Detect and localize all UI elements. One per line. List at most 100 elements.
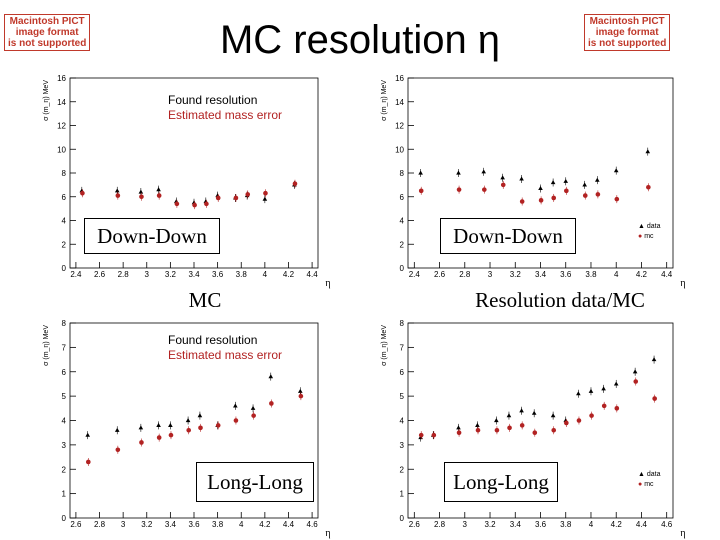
x-tick-label: 4 — [239, 520, 244, 529]
legend-entry-estimated: Estimated mass error — [168, 348, 283, 362]
data-point — [138, 189, 144, 194]
data-point — [80, 190, 85, 196]
data-point — [494, 427, 500, 433]
y-tick-label: 4 — [62, 417, 67, 426]
data-point — [251, 413, 256, 418]
x-tick-label: 3.2 — [165, 270, 177, 279]
data-point — [594, 177, 600, 182]
x-axis-label: η — [325, 528, 330, 539]
data-point — [456, 187, 462, 192]
data-point — [262, 196, 268, 201]
data-point — [500, 175, 505, 180]
data-point — [519, 423, 525, 428]
x-tick-label: 2.8 — [118, 270, 130, 279]
legend-entry-mc: ● mc — [638, 481, 654, 488]
slide-title: MC resolution η — [219, 18, 501, 62]
x-tick-label: 3 — [488, 270, 493, 279]
data-point — [551, 427, 557, 433]
x-tick-label: 2.8 — [94, 520, 106, 529]
data-point — [500, 182, 506, 188]
data-point — [475, 422, 480, 427]
y-tick-label: 8 — [62, 319, 67, 328]
x-tick-label: 3.2 — [484, 520, 496, 529]
data-point — [418, 170, 423, 175]
data-point — [550, 413, 556, 418]
x-tick-label: 2.4 — [409, 270, 421, 279]
x-tick-label: 4.4 — [307, 270, 319, 279]
data-point — [632, 369, 638, 374]
x-tick-label: 3 — [121, 520, 126, 529]
data-point — [564, 420, 569, 426]
data-point — [652, 396, 657, 401]
y-tick-label: 2 — [62, 240, 67, 249]
y-tick-label: 12 — [395, 122, 404, 131]
legend-entry-estimated: Estimated mass error — [168, 108, 283, 122]
y-tick-label: 3 — [400, 441, 405, 450]
data-point — [156, 422, 161, 427]
data-point — [576, 391, 581, 396]
data-point — [297, 388, 303, 393]
x-tick-label: 3.2 — [510, 270, 522, 279]
data-point — [601, 386, 606, 391]
pict-right-line: is not supported — [588, 38, 667, 49]
data-point — [614, 406, 620, 411]
data-point — [582, 193, 588, 198]
y-tick-label: 14 — [395, 98, 404, 107]
y-tick-label: 5 — [400, 392, 405, 401]
x-tick-label: 4 — [263, 270, 268, 279]
y-tick-label: 0 — [62, 264, 67, 273]
x-tick-label: 2.6 — [409, 520, 421, 529]
y-tick-label: 7 — [62, 343, 67, 352]
data-point — [519, 176, 524, 181]
y-axis-label: σ (m_η) MeV — [43, 80, 50, 121]
pict-placeholder-right: Macintosh PICT image format is not suppo… — [584, 14, 671, 51]
data-point — [550, 180, 556, 185]
data-point — [613, 168, 619, 173]
data-point — [507, 425, 512, 431]
y-tick-label: 10 — [57, 145, 66, 154]
legend-panel-4: ▲ data ● mc — [638, 470, 661, 490]
y-tick-label: 16 — [395, 74, 404, 83]
data-point — [564, 188, 569, 194]
data-point — [114, 188, 120, 193]
data-point — [633, 379, 639, 384]
pict-left-line: is not supported — [8, 38, 87, 49]
x-tick-label: 3.8 — [560, 520, 572, 529]
y-tick-label: 6 — [400, 368, 405, 377]
data-point — [482, 187, 487, 192]
x-tick-label: 4.2 — [611, 520, 623, 529]
pict-left-line: Macintosh PICT — [9, 16, 85, 27]
x-tick-label: 2.8 — [434, 520, 446, 529]
data-point — [268, 374, 274, 379]
data-point — [481, 169, 487, 174]
x-tick-label: 3.6 — [560, 270, 572, 279]
data-point — [589, 413, 594, 418]
x-tick-label: 4 — [589, 520, 594, 529]
x-tick-label: 2.6 — [94, 270, 106, 279]
data-point — [531, 410, 537, 415]
data-point — [519, 408, 524, 413]
y-tick-label: 1 — [400, 490, 405, 499]
y-tick-label: 0 — [400, 514, 405, 523]
x-tick-label: 3.8 — [212, 520, 224, 529]
data-point — [156, 187, 161, 192]
y-tick-label: 2 — [400, 465, 405, 474]
y-tick-label: 12 — [57, 122, 66, 131]
data-point — [418, 188, 424, 194]
x-tick-label: 4.6 — [661, 520, 673, 529]
y-tick-label: 4 — [400, 417, 405, 426]
pict-left-line: image format — [15, 27, 79, 38]
y-tick-label: 5 — [62, 392, 67, 401]
data-point — [582, 182, 587, 187]
data-point — [168, 432, 174, 438]
x-tick-label: 3.6 — [188, 520, 200, 529]
chart-panel-2: 0 2 4 6 8 10 12 14 16 2.4 2.6 2.8 3 3.2 3.4 3.6 3.8 4 4.2 4… — [381, 74, 686, 289]
data-point — [174, 201, 180, 207]
legend-entry-mc: ● mc — [638, 233, 654, 240]
data-point — [595, 192, 601, 197]
x-tick-label: 3.4 — [165, 520, 177, 529]
data-point — [651, 357, 657, 362]
data-point — [263, 190, 268, 196]
x-tick-label: 2.4 — [70, 270, 82, 279]
